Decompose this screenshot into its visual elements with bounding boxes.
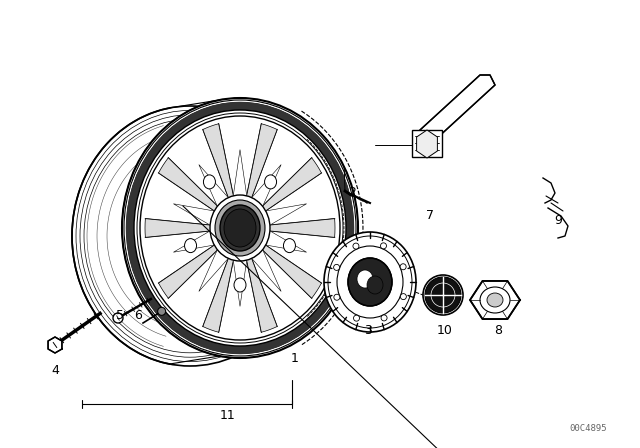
Polygon shape	[145, 219, 213, 237]
Ellipse shape	[184, 239, 196, 253]
Ellipse shape	[367, 276, 383, 294]
Ellipse shape	[113, 313, 123, 323]
Polygon shape	[199, 250, 228, 292]
Polygon shape	[260, 243, 321, 298]
Ellipse shape	[215, 200, 265, 256]
Text: 3: 3	[364, 323, 372, 336]
Polygon shape	[159, 158, 220, 212]
Text: 4: 4	[51, 363, 59, 376]
Text: 2: 2	[348, 185, 356, 198]
Ellipse shape	[334, 294, 340, 300]
Polygon shape	[417, 130, 437, 158]
Text: 6: 6	[134, 309, 142, 322]
Text: 7: 7	[426, 208, 434, 221]
Ellipse shape	[220, 205, 260, 251]
Text: 11: 11	[220, 409, 236, 422]
Ellipse shape	[353, 243, 359, 249]
Ellipse shape	[348, 258, 392, 306]
Ellipse shape	[400, 264, 406, 270]
Ellipse shape	[357, 270, 373, 288]
Polygon shape	[470, 281, 520, 319]
Polygon shape	[199, 164, 228, 207]
Ellipse shape	[210, 195, 270, 261]
Ellipse shape	[425, 277, 461, 313]
Ellipse shape	[480, 287, 510, 313]
Ellipse shape	[234, 278, 246, 292]
Text: 8: 8	[494, 323, 502, 336]
Ellipse shape	[353, 315, 360, 321]
Ellipse shape	[381, 243, 387, 249]
Text: 9: 9	[554, 214, 562, 227]
Polygon shape	[233, 150, 247, 196]
Ellipse shape	[134, 110, 346, 346]
Ellipse shape	[224, 209, 256, 247]
Polygon shape	[173, 204, 214, 225]
Polygon shape	[48, 337, 62, 353]
Ellipse shape	[423, 275, 463, 315]
Polygon shape	[412, 130, 442, 157]
Polygon shape	[173, 231, 214, 252]
Text: 10: 10	[437, 323, 453, 336]
Ellipse shape	[122, 98, 358, 358]
Ellipse shape	[381, 315, 387, 321]
Polygon shape	[267, 219, 335, 237]
Polygon shape	[266, 204, 307, 225]
Polygon shape	[246, 256, 277, 332]
Ellipse shape	[128, 104, 352, 352]
Polygon shape	[266, 231, 307, 252]
Polygon shape	[233, 260, 247, 306]
Text: 5: 5	[116, 309, 124, 322]
Text: 1: 1	[291, 352, 299, 365]
Ellipse shape	[264, 175, 276, 189]
Polygon shape	[252, 164, 281, 207]
Ellipse shape	[204, 175, 216, 189]
Ellipse shape	[333, 264, 340, 271]
Polygon shape	[260, 158, 321, 212]
Polygon shape	[252, 250, 281, 292]
Ellipse shape	[72, 106, 308, 366]
Polygon shape	[203, 256, 234, 332]
Polygon shape	[420, 75, 495, 140]
Ellipse shape	[284, 239, 296, 253]
Ellipse shape	[140, 116, 340, 340]
Ellipse shape	[487, 293, 503, 307]
Ellipse shape	[324, 232, 416, 332]
Text: 00C4895: 00C4895	[569, 423, 607, 432]
Ellipse shape	[401, 293, 406, 300]
Ellipse shape	[130, 106, 350, 350]
Polygon shape	[159, 243, 220, 298]
Ellipse shape	[157, 307, 166, 315]
Polygon shape	[246, 124, 277, 200]
Ellipse shape	[337, 246, 403, 318]
Polygon shape	[203, 124, 234, 200]
